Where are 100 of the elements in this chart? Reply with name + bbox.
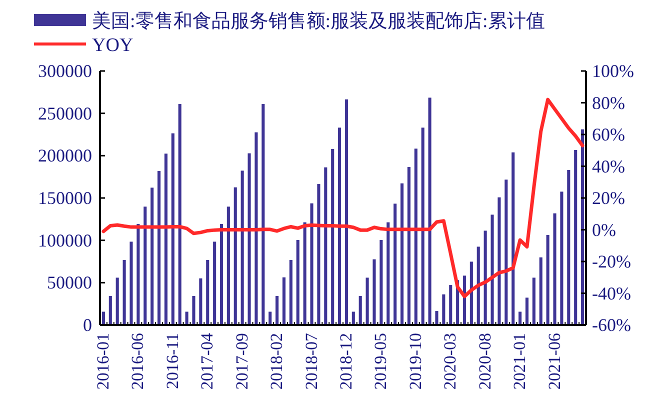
y-tick-label: 200000 (38, 146, 92, 166)
bar (240, 170, 244, 325)
bar (546, 235, 550, 325)
x-tick-label: 2019-05 (371, 333, 390, 390)
x-tick-label: 2018-07 (302, 332, 321, 390)
legend-label: YOY (92, 35, 134, 56)
bar (268, 312, 272, 325)
y2-tick-label: -60% (592, 315, 631, 335)
x-tick-label: 2016-06 (128, 333, 148, 390)
y2-tick-label: 40% (592, 156, 625, 176)
bar (400, 183, 404, 325)
bar (435, 311, 438, 325)
bar (394, 204, 397, 325)
bar (220, 224, 224, 325)
bar (262, 104, 265, 325)
bar (442, 294, 446, 325)
bar (276, 296, 279, 325)
bar (303, 222, 306, 325)
bar (352, 312, 355, 325)
x-tick-label: 2021-06 (544, 333, 564, 390)
bar (338, 128, 342, 325)
bar (164, 154, 168, 325)
y2-tick-label: -20% (592, 252, 631, 272)
bar (567, 170, 570, 325)
bar (498, 197, 501, 325)
bar (226, 206, 230, 325)
y-tick-label: 0 (83, 315, 92, 335)
bar (366, 278, 369, 325)
bar (116, 278, 119, 325)
y2-tick-label: 60% (592, 124, 625, 144)
x-tick-label: 2021-01 (510, 333, 530, 390)
bar (122, 260, 126, 325)
bar (254, 132, 258, 325)
y2-tick-label: 80% (592, 92, 625, 113)
legend-label: 美国:零售和食品服务销售额:服装及服装配饰店:累计值 (92, 10, 545, 32)
bar (574, 150, 578, 325)
bar (206, 260, 210, 325)
y-tick-label: 100000 (38, 230, 92, 250)
bar (504, 180, 508, 325)
x-tick-label: 2017-09 (232, 333, 252, 390)
x-tick-label: 2020-03 (440, 333, 460, 390)
y-tick-label: 150000 (38, 188, 92, 208)
bar (310, 203, 314, 325)
line-series (102, 98, 584, 298)
bar (324, 167, 328, 325)
y2-tick-label: -40% (592, 283, 631, 304)
bar (428, 98, 432, 325)
x-tick-label: 2016-01 (93, 333, 112, 390)
bar (150, 188, 154, 325)
y-tick-label: 250000 (38, 103, 92, 124)
bar (470, 262, 473, 325)
bar (213, 242, 216, 325)
bar (476, 246, 480, 325)
bar (102, 312, 105, 325)
bar (157, 170, 161, 325)
bar (484, 230, 487, 325)
bar (512, 152, 515, 325)
bar (525, 298, 529, 325)
bar (553, 213, 556, 325)
y2-tick-label: 100% (592, 61, 634, 81)
bar (282, 277, 286, 325)
bar (289, 260, 292, 325)
bar (449, 285, 452, 325)
bar (136, 224, 140, 325)
x-tick-label: 2018-12 (336, 333, 356, 390)
y2-tick-label: 20% (592, 188, 625, 208)
bar (178, 104, 182, 325)
x-tick-label: 2019-10 (406, 333, 425, 390)
bar (331, 148, 334, 325)
x-tick-label: 2018-02 (267, 333, 286, 390)
bar (421, 128, 424, 325)
bar (518, 312, 522, 325)
x-tick-label: 2017-04 (198, 332, 217, 390)
x-tick-label: 2016-11 (162, 333, 182, 390)
bar (581, 129, 584, 325)
y2-tick-label: 0% (592, 220, 616, 240)
bar (317, 184, 320, 325)
bar (539, 257, 542, 325)
bar (532, 278, 536, 325)
y-tick-label: 300000 (38, 61, 92, 81)
bar (380, 240, 383, 325)
bar (407, 167, 410, 325)
bar (490, 214, 494, 325)
bar (386, 222, 390, 325)
bar (248, 153, 251, 325)
bar (171, 133, 174, 325)
bar (108, 296, 112, 325)
bar (296, 240, 300, 325)
x-tick-label: 2020-08 (475, 333, 494, 390)
y-tick-label: 50000 (47, 272, 92, 293)
bar (358, 296, 362, 325)
bar (344, 99, 348, 325)
bar (560, 192, 564, 325)
bar (144, 206, 147, 325)
bar (130, 242, 133, 325)
bar (185, 312, 188, 325)
bar (192, 296, 196, 325)
bar (199, 278, 202, 325)
bar (414, 148, 418, 325)
bar (234, 187, 237, 325)
